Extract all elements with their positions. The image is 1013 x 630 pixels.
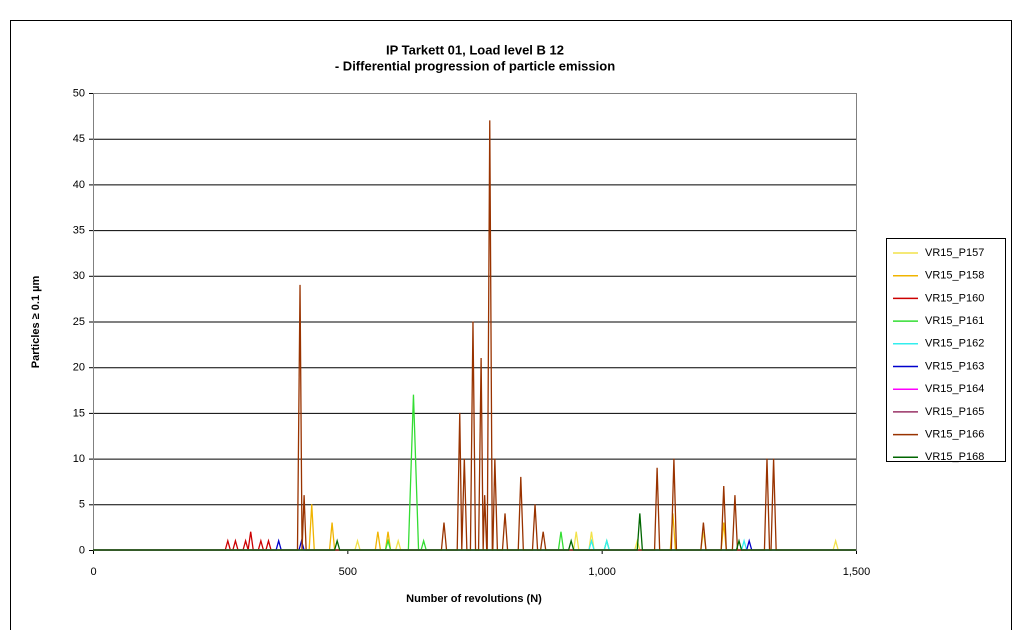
y-tick-label: 5 <box>79 499 85 511</box>
legend-label: VR15_P165 <box>925 406 984 418</box>
legend-label: VR15_P157 <box>925 247 984 259</box>
legend-label: VR15_P163 <box>925 360 984 372</box>
x-axis-label: Number of revolutions (N) <box>406 593 542 605</box>
y-tick-label: 15 <box>73 407 85 419</box>
series-line <box>93 538 856 551</box>
y-tick-label: 20 <box>73 362 85 374</box>
y-axis-label: Particles ≥ 0.1 µm <box>30 276 42 369</box>
chart-subtitle: - Differential progression of particle e… <box>335 58 615 73</box>
legend-label: VR15_P168 <box>925 451 984 463</box>
legend-label: VR15_P162 <box>925 338 984 350</box>
x-tick-label: 1,500 <box>843 566 871 578</box>
y-tick-label: 10 <box>73 453 85 465</box>
legend-label: VR15_P166 <box>925 429 984 441</box>
x-tick-label: 0 <box>90 566 96 578</box>
legend-label: VR15_P161 <box>925 315 984 327</box>
x-tick-label: 500 <box>339 566 357 578</box>
y-tick-label: 0 <box>79 544 85 556</box>
y-tick-label: 50 <box>73 87 85 99</box>
legend-label: VR15_P158 <box>925 270 984 282</box>
y-tick-label: 40 <box>73 179 85 191</box>
y-tick-label: 25 <box>73 316 85 328</box>
chart-frame <box>10 20 1012 630</box>
series-line <box>93 513 856 551</box>
legend-label: VR15_P164 <box>925 383 984 395</box>
legend-label: VR15_P160 <box>925 292 984 304</box>
chart-title: IP Tarkett 01, Load level B 12 <box>386 42 564 57</box>
y-tick-label: 35 <box>73 225 85 237</box>
y-tick-label: 45 <box>73 133 85 145</box>
y-tick-label: 30 <box>73 270 85 282</box>
x-tick-label: 1,000 <box>588 566 616 578</box>
